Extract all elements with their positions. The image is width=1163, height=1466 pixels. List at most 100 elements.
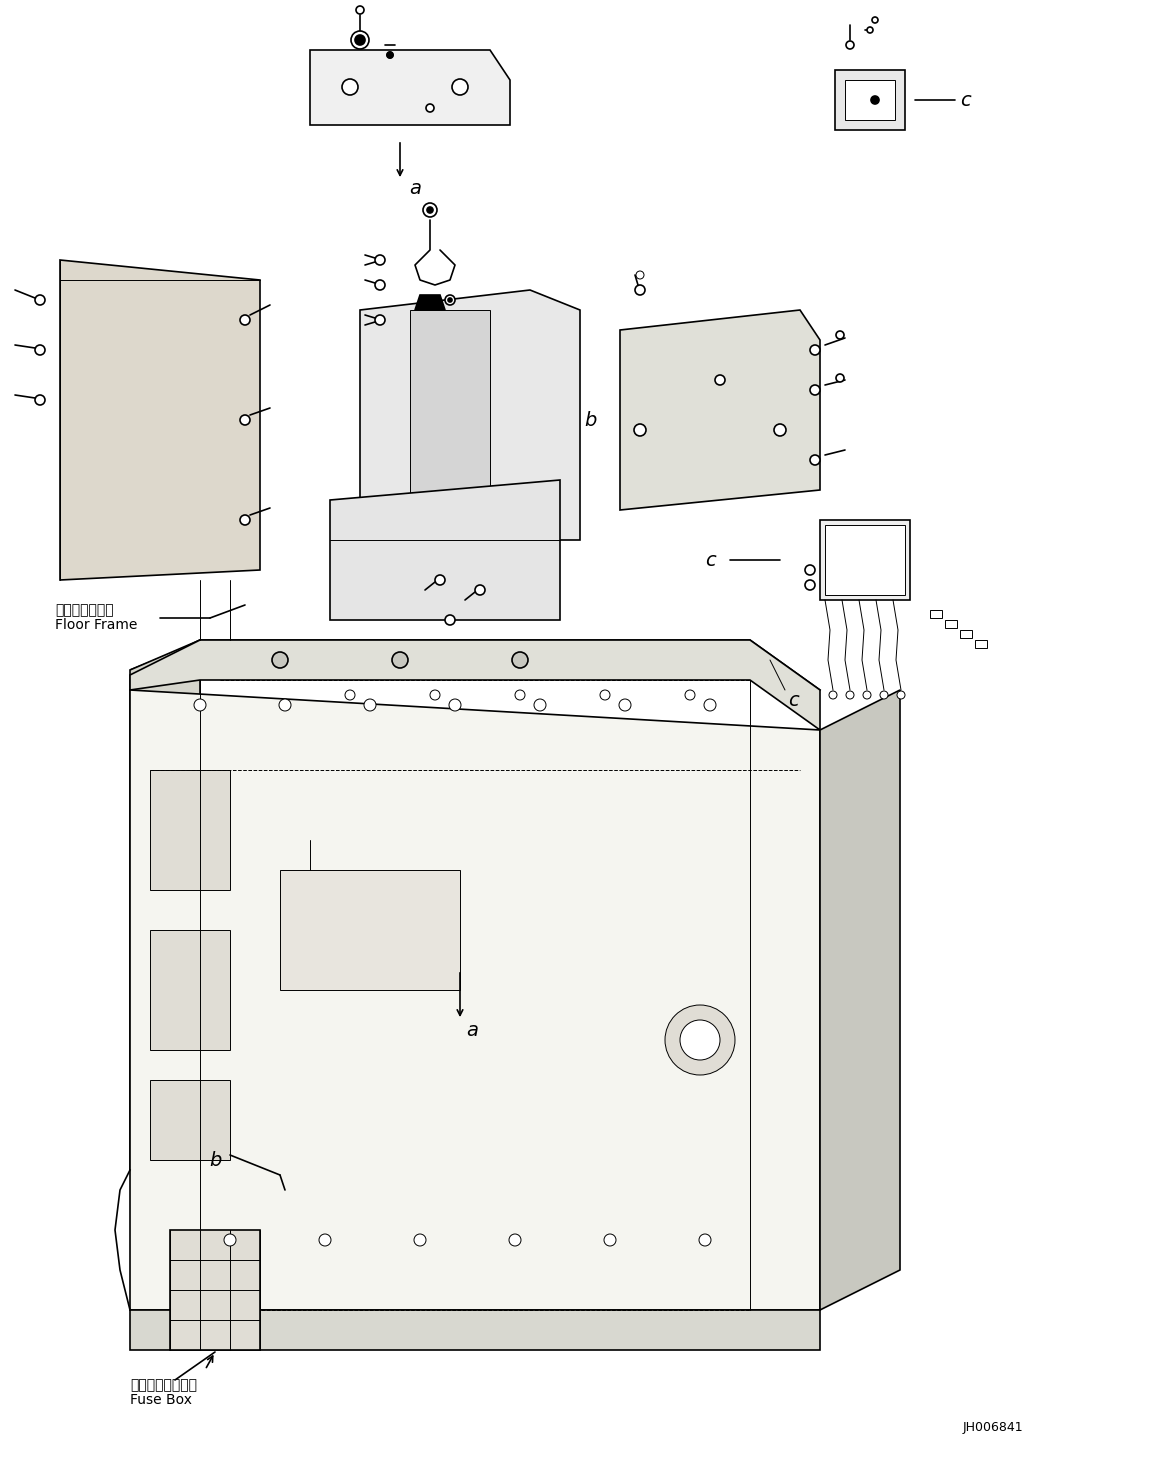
Bar [825,525,905,595]
Polygon shape [820,690,900,1311]
Bar [280,869,461,990]
Polygon shape [60,259,261,581]
Circle shape [863,690,871,699]
Circle shape [445,616,455,625]
Circle shape [634,424,645,435]
Circle shape [387,51,393,59]
Circle shape [319,1234,331,1246]
Circle shape [449,699,461,711]
Circle shape [829,690,837,699]
Circle shape [35,295,45,305]
Circle shape [809,345,820,355]
Circle shape [224,1234,236,1246]
Bar [820,520,909,600]
Circle shape [364,699,376,711]
Circle shape [475,585,485,595]
Bar [975,641,987,648]
Circle shape [392,652,408,668]
Text: c: c [959,91,970,110]
Text: c: c [705,551,715,569]
Polygon shape [415,295,445,309]
Circle shape [342,79,358,95]
Circle shape [35,345,45,355]
Circle shape [35,394,45,405]
Text: JH006841: JH006841 [963,1421,1023,1434]
Circle shape [805,564,815,575]
Circle shape [194,699,206,711]
Circle shape [430,690,440,699]
Circle shape [866,26,873,34]
Polygon shape [130,1311,820,1350]
Circle shape [374,280,385,290]
Circle shape [846,690,854,699]
Circle shape [426,104,434,111]
Text: Fuse Box: Fuse Box [130,1393,192,1407]
Circle shape [240,315,250,325]
Polygon shape [130,641,820,710]
Circle shape [448,298,452,302]
Circle shape [240,515,250,525]
Circle shape [355,35,365,45]
Polygon shape [130,641,820,730]
Circle shape [423,202,437,217]
Bar [150,770,230,890]
Circle shape [846,41,854,48]
Bar [846,81,896,120]
Circle shape [685,690,695,699]
Circle shape [240,415,250,425]
Bar [930,610,942,619]
Circle shape [604,1234,616,1246]
Circle shape [509,1234,521,1246]
Circle shape [805,581,815,589]
Circle shape [414,1234,426,1246]
Text: Floor Frame: Floor Frame [55,619,137,632]
Circle shape [427,207,433,213]
Circle shape [809,386,820,394]
Polygon shape [620,309,820,510]
Circle shape [435,575,445,585]
Bar [959,630,972,638]
Circle shape [600,690,611,699]
Circle shape [636,271,644,279]
Circle shape [704,699,716,711]
Circle shape [272,652,288,668]
Circle shape [775,424,786,435]
Circle shape [387,51,393,59]
Circle shape [374,255,385,265]
Circle shape [665,1006,735,1075]
Circle shape [452,79,468,95]
Circle shape [374,315,385,325]
Circle shape [699,1234,711,1246]
Circle shape [897,690,905,699]
Bar [170,1230,261,1350]
Circle shape [880,690,889,699]
Circle shape [534,699,545,711]
Circle shape [445,295,455,305]
Polygon shape [311,50,511,125]
Text: a: a [409,179,421,198]
Circle shape [635,284,645,295]
Bar [150,929,230,1050]
Circle shape [515,690,525,699]
Text: a: a [466,1020,478,1039]
Polygon shape [130,641,200,1170]
Text: フロアフレーム: フロアフレーム [55,603,114,617]
Polygon shape [130,690,820,1311]
Circle shape [836,331,844,339]
Circle shape [871,95,879,104]
Bar [150,1080,230,1160]
Circle shape [279,699,291,711]
Polygon shape [411,309,490,539]
Bar [835,70,905,130]
Circle shape [351,31,369,48]
Circle shape [356,6,364,15]
Text: b: b [209,1151,221,1170]
Circle shape [715,375,725,386]
Bar [946,620,957,627]
Circle shape [512,652,528,668]
Polygon shape [361,290,580,539]
Circle shape [619,699,632,711]
Text: b: b [584,410,597,430]
Circle shape [345,690,355,699]
Circle shape [680,1020,720,1060]
